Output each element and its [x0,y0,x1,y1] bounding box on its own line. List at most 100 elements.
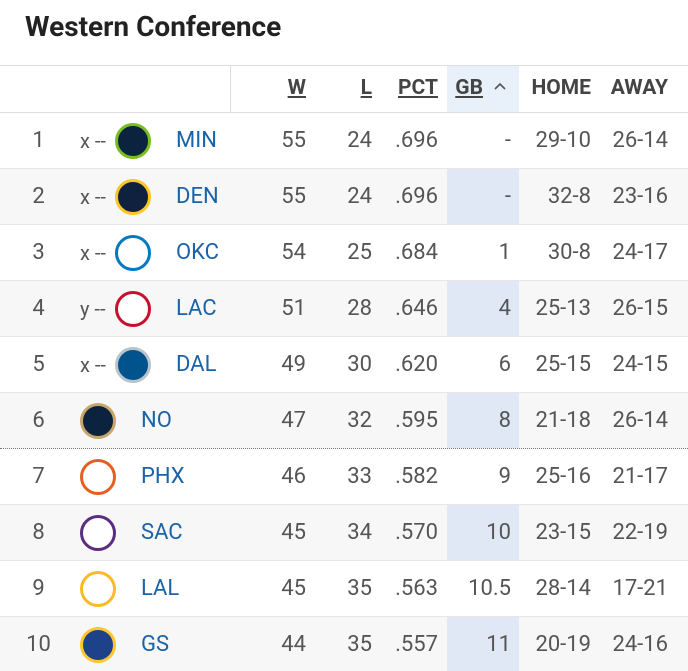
stat-away: 26-15 [612,296,668,321]
column-header: L [360,76,372,100]
clinch-indicator: x -- [80,353,106,377]
stat-home: 29-10 [535,128,591,153]
stat-l: 32 [347,408,372,433]
stat-pct: .620 [395,352,438,377]
rank: 3 [32,240,45,265]
stat-w: 49 [281,352,306,377]
column-header: W [287,76,306,100]
standings-row [0,337,688,393]
sorted-column-highlight [447,169,519,224]
rank: 8 [32,520,45,545]
stat-away: 24-16 [612,632,668,657]
sorted-column-highlight [447,393,519,448]
column-header: PCT [398,76,438,100]
stat-l: 24 [347,128,372,153]
stat-w: 47 [281,408,306,433]
rank: 7 [32,464,45,489]
stat-l: 35 [347,576,372,601]
team-logo [115,291,151,327]
stat-pct: .570 [395,520,438,545]
team-logo [80,403,116,439]
rank: 4 [32,296,45,321]
team-name: DAL [176,352,217,377]
team-logo [80,627,116,663]
stat-w: 55 [281,184,306,209]
stat-pct: .646 [395,296,438,321]
stat-home: 25-16 [535,464,591,489]
stat-away: 24-17 [612,240,668,265]
stat-home: 28-14 [535,576,591,601]
stat-home: 23-15 [535,520,591,545]
stat-away: 26-14 [612,408,668,433]
team-logo [80,571,116,607]
header-divider [230,65,231,113]
stat-pct: .582 [395,464,438,489]
stat-l: 24 [347,184,372,209]
stat-pct: .684 [395,240,438,265]
stat-home: 25-13 [535,296,591,321]
sorted-column-highlight [447,505,519,560]
stat-l: 33 [347,464,372,489]
stat-gb: 10.5 [468,576,511,601]
stat-gb: - [504,128,511,153]
team-name: OKC [176,240,219,265]
team-logo [115,347,151,383]
clinch-indicator: x -- [80,185,106,209]
rank: 2 [32,184,45,209]
stat-gb: 1 [498,240,511,265]
standings-row [0,225,688,281]
clinch-indicator: y -- [80,297,106,321]
stat-pct: .557 [395,632,438,657]
stat-gb: - [504,184,511,209]
team-name: DEN [176,184,219,209]
stat-away: 17-21 [612,576,668,601]
stat-l: 34 [347,520,372,545]
team-name: LAL [141,576,180,601]
sorted-column-highlight [447,281,519,336]
stat-pct: .696 [395,128,438,153]
clinch-indicator: x -- [80,241,106,265]
title: Western Conference [25,10,282,43]
standings-row [0,281,688,337]
stat-l: 30 [347,352,372,377]
team-logo [80,515,116,551]
stat-l: 35 [347,632,372,657]
rank: 1 [32,128,45,153]
stat-away: 22-19 [612,520,668,545]
column-header: GB [455,76,483,100]
stat-gb: 10 [486,520,511,545]
team-name: PHX [141,464,185,489]
stat-gb: 4 [498,296,511,321]
rank: 10 [26,632,51,657]
standings-row [0,169,688,225]
stat-home: 32-8 [547,184,591,209]
rank: 6 [32,408,45,433]
stat-gb: 6 [498,352,511,377]
stat-home: 25-15 [535,352,591,377]
rank: 5 [32,352,45,377]
team-name: SAC [141,520,183,545]
team-logo [80,459,116,495]
standings-row [0,113,688,169]
sort-caret [494,82,506,90]
stat-w: 44 [281,632,306,657]
stat-away: 26-14 [612,128,668,153]
team-logo [115,123,151,159]
team-name: LAC [176,296,217,321]
column-header: HOME [531,76,591,100]
team-name: MIN [176,128,217,153]
stat-gb: 11 [486,632,511,657]
stat-home: 21-18 [535,408,591,433]
stat-pct: .595 [395,408,438,433]
stat-w: 54 [281,240,306,265]
sorted-column-highlight [447,617,519,671]
stat-gb: 9 [498,464,511,489]
rank: 9 [32,576,45,601]
stat-pct: .563 [395,576,438,601]
stat-away: 21-17 [612,464,668,489]
stat-w: 45 [281,576,306,601]
team-name: NO [141,408,172,433]
column-header: AWAY [610,76,668,100]
stat-w: 45 [281,520,306,545]
